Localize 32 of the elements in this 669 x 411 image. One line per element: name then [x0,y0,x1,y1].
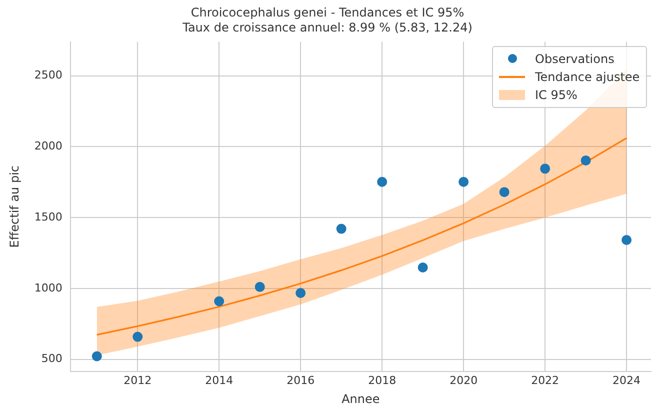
annotation: IC 95% [535,88,578,102]
x-tick-label: 2024 [612,374,641,387]
point [92,351,102,362]
point [458,176,469,187]
point [499,187,510,198]
point [580,155,591,166]
x-tick-label: 2018 [368,374,396,387]
point [622,234,632,245]
x-tick-label: 2022 [531,374,560,387]
point [540,164,550,174]
point [214,296,224,306]
point [254,282,265,292]
x-tick-label: 2020 [450,374,478,387]
point [377,176,388,187]
y-tick-label: 2500 [34,68,62,82]
point [418,262,428,272]
point [296,288,306,298]
y-axis-title: Effectif au pic [7,165,22,248]
y-tick-label: 1000 [34,281,62,294]
point [132,332,143,342]
x-axis-title: Annee [342,392,380,406]
y-tick-label: 500 [41,352,62,366]
legend-label: Tendance ajustee [535,70,640,84]
y-tick-label: 2000 [34,140,62,153]
legend-label: Observations [535,52,614,66]
x-tick-label: 2016 [286,374,315,387]
point [336,224,346,234]
x-tick-label: 2014 [205,374,234,387]
x-tick-label: 2012 [124,374,152,387]
y-tick-label: 1500 [34,210,62,224]
chart-subtitle: Taux de croissance annuel: 8.99 % (5.83, 12.24) [182,20,472,35]
chart-title: Chroicocephalus genei - Tendances et IC 95% [190,5,464,20]
